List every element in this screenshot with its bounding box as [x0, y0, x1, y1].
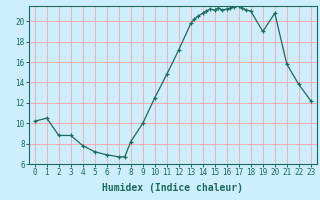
- X-axis label: Humidex (Indice chaleur): Humidex (Indice chaleur): [102, 183, 243, 193]
